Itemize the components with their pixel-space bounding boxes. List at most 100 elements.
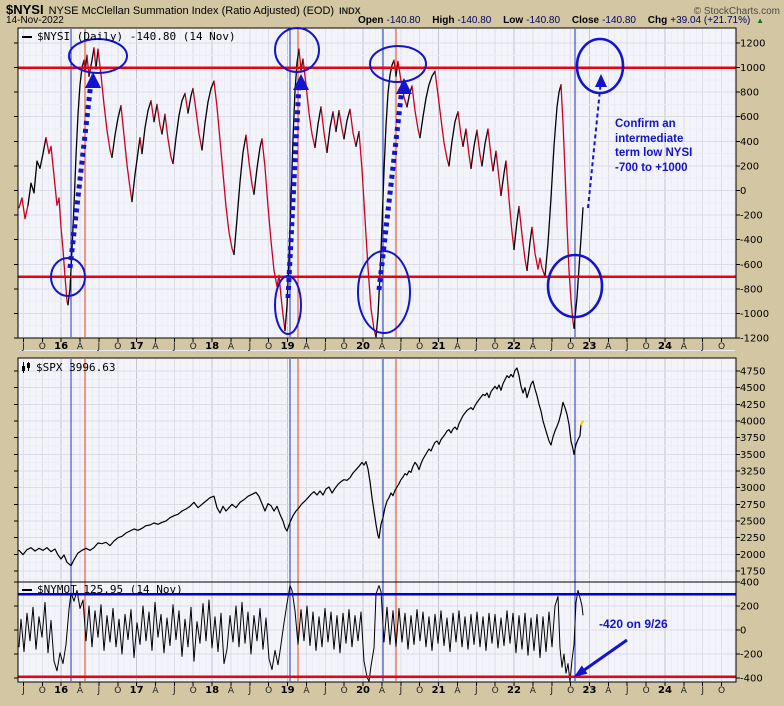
- x-axis-label: A: [605, 342, 612, 352]
- nysi-series: [492, 150, 497, 172]
- x-axis-label: O: [643, 342, 650, 352]
- nymot-legend-label: $NYMOT 125.95 (14 Nov): [37, 583, 183, 596]
- x-axis-label: O: [341, 686, 348, 696]
- symbol-label: $NYSI: [6, 2, 44, 17]
- low-value: -140.80: [526, 15, 561, 26]
- y-axis-label: -1200: [740, 334, 769, 345]
- x-axis-label: A: [379, 686, 386, 696]
- y-axis-label: 4000: [740, 417, 765, 428]
- highlight-ellipse: [50, 257, 86, 297]
- nysi-series: [465, 128, 472, 170]
- x-axis-label: O: [718, 342, 725, 352]
- x-axis-label: O: [718, 686, 725, 696]
- x-axis-label: O: [114, 342, 121, 352]
- x-axis-label: O: [39, 686, 46, 696]
- surge-arrow: [376, 87, 405, 291]
- nysi-series: [349, 108, 357, 147]
- y-axis-label: 3250: [740, 467, 765, 478]
- nysi-series: [153, 103, 158, 123]
- nysi-series: [95, 48, 99, 70]
- spx-legend-label: $SPX 3996.63: [36, 361, 116, 374]
- y-axis-label: -400: [740, 674, 763, 685]
- nysi-series: [470, 129, 478, 170]
- y-axis-label: 4250: [740, 400, 765, 411]
- x-axis-label: J: [700, 686, 704, 696]
- chart-title: NYSE McClellan Summation Index (Ratio Ad…: [48, 5, 335, 17]
- y-axis-label: 2750: [740, 500, 765, 511]
- x-axis-label: A: [530, 342, 537, 352]
- quote-row: 14-Nov-2022 Open -140.80 High -140.80 Low -…: [6, 15, 764, 27]
- x-axis-label: 18: [205, 685, 219, 696]
- spx-nymot-plot-area: [18, 358, 736, 682]
- y-axis-label: 3750: [740, 433, 765, 444]
- nysi-series: [111, 105, 122, 158]
- highlight-ellipse: [274, 27, 320, 73]
- x-axis-label: O: [492, 342, 499, 352]
- nysi-series: [434, 70, 450, 167]
- nysi-series: [27, 136, 47, 206]
- x-axis-label: 18: [205, 341, 219, 352]
- x-axis-label: O: [567, 342, 574, 352]
- nysi-series: [93, 47, 97, 70]
- nysi-series: [505, 160, 515, 251]
- y-axis-label: 1750: [740, 567, 765, 578]
- spx-last-tick: [580, 420, 584, 426]
- y-axis-label: -600: [740, 260, 763, 271]
- nysi-series: [481, 128, 489, 167]
- chart-header: $NYSI NYSE McClellan Summation Index (Ra…: [6, 2, 780, 17]
- low-label: Low: [503, 15, 524, 26]
- nysi-series: [88, 47, 95, 77]
- x-axis-label: J: [21, 686, 25, 696]
- x-axis-label: J: [398, 342, 402, 352]
- y-axis-label: 0: [740, 626, 746, 637]
- y-axis-label: -200: [740, 650, 763, 661]
- nysi-series: [245, 134, 255, 195]
- highlight-ellipse: [274, 275, 302, 335]
- x-axis-label: 24: [658, 341, 672, 352]
- x-axis-label: O: [39, 342, 46, 352]
- nysi-series: [560, 84, 575, 329]
- y-axis-label: 200: [740, 602, 759, 613]
- nysi-series: [476, 129, 483, 167]
- nysi-plot-area: [18, 28, 736, 338]
- nysi-series: [500, 160, 507, 197]
- y-axis-label: 2250: [740, 533, 765, 544]
- x-axis-label: 17: [130, 685, 144, 696]
- close-label: Close: [571, 15, 600, 26]
- x-axis-label: O: [190, 342, 197, 352]
- open-label: Open: [357, 15, 384, 26]
- close-value: -140.80: [602, 15, 636, 26]
- x-axis-label: J: [700, 342, 704, 352]
- x-axis-label: O: [416, 686, 423, 696]
- lower-panel-border: [17, 357, 737, 683]
- x-axis-label: J: [248, 686, 252, 696]
- x-axis-label: J: [398, 686, 402, 696]
- y-axis-label: 400: [740, 137, 759, 148]
- nysi-series: [513, 205, 520, 251]
- x-axis-label: J: [97, 686, 101, 696]
- x-axis-label: A: [530, 686, 537, 696]
- y-axis-label: 4750: [740, 367, 765, 378]
- nysi-series: [213, 80, 235, 256]
- x-axis-label: J: [474, 342, 478, 352]
- x-axis-label: O: [190, 686, 197, 696]
- x-axis-label: O: [643, 686, 650, 696]
- nysi-series: [233, 134, 247, 256]
- nysi-series: [184, 92, 189, 114]
- line-swatch: [22, 588, 32, 591]
- y-axis-label: 600: [740, 112, 759, 123]
- nysi-series: [141, 100, 152, 155]
- x-axis-label: J: [248, 342, 252, 352]
- nysi-series: [120, 105, 133, 203]
- x-axis-label: J: [172, 342, 176, 352]
- y-axis-label: 3500: [740, 450, 765, 461]
- x-axis-label: O: [341, 342, 348, 352]
- nysi-series: [462, 128, 467, 147]
- x-axis-label: A: [454, 342, 461, 352]
- nysi-series: [131, 136, 141, 203]
- y-axis-label: 4500: [740, 383, 765, 394]
- x-axis-label: J: [323, 342, 327, 352]
- x-axis-label: J: [474, 686, 478, 696]
- nysi-series: [187, 87, 194, 114]
